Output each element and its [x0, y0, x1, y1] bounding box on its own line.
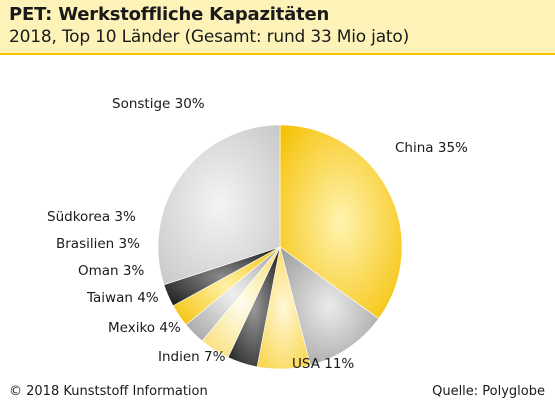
- slice-label-taiwan: Taiwan 4%: [86, 290, 159, 306]
- pie-chart: China 35% USA 11% Indien 7% Mexiko 4% Taiwan…: [47, 96, 468, 371]
- chart-subtitle: 2018, Top 10 Länder (Gesamt: rund 33 Mio…: [9, 27, 410, 47]
- pie-slice-usa: [279, 246, 380, 366]
- chart-header: PET: Werkstoffliche Kapazitäten 2018, To…: [0, 0, 555, 55]
- pie-slice-sonstige: [157, 124, 281, 286]
- slice-label-indien: Indien 7%: [158, 349, 226, 365]
- pie-slice-china: [279, 124, 403, 320]
- slice-label-oman: Oman 3%: [78, 263, 144, 279]
- slice-label-usa: USA 11%: [292, 356, 354, 371]
- slice-label-suedkorea: Südkorea 3%: [47, 209, 136, 225]
- copyright-note: © 2018 Kunststoff Information: [9, 384, 208, 399]
- slice-label-sonstige: Sonstige 30%: [112, 96, 205, 112]
- slice-label-mexiko: Mexiko 4%: [108, 320, 181, 336]
- source-note: Quelle: Polyglobe: [432, 384, 545, 399]
- slice-label-brasilien: Brasilien 3%: [56, 236, 140, 252]
- slice-label-china: China 35%: [395, 140, 468, 156]
- chart-title: PET: Werkstoffliche Kapazitäten: [9, 4, 330, 25]
